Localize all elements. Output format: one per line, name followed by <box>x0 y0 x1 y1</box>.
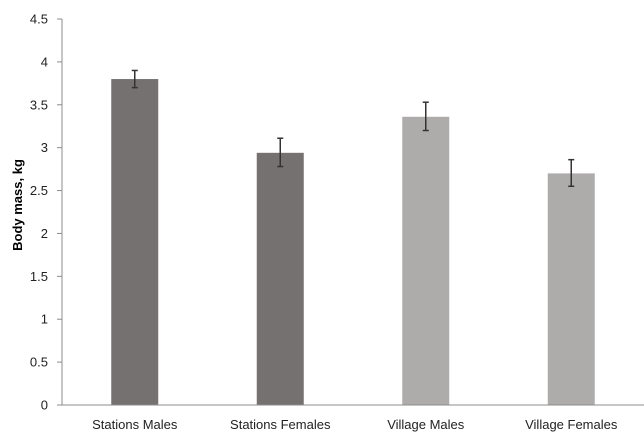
y-tick-label: 0 <box>41 398 48 413</box>
y-tick-label: 0.5 <box>30 355 48 370</box>
y-tick-label: 2 <box>41 226 48 241</box>
bar <box>111 79 159 406</box>
error-bars <box>131 69 575 188</box>
bar <box>402 116 450 405</box>
x-axis: Stations Males Stations Females Village Ma… <box>62 404 644 432</box>
y-tick-label: 1 <box>41 312 48 327</box>
y-axis-label: Body mass, kg <box>10 159 25 251</box>
y-tick-label: 3.5 <box>30 97 48 112</box>
y-tick-label: 4.5 <box>30 12 48 27</box>
y-tick-label: 1.5 <box>30 269 48 284</box>
x-tick-label: Stations Males <box>92 417 178 432</box>
y-tick-label: 3 <box>41 140 48 155</box>
y-tick-label: 2.5 <box>30 183 48 198</box>
bars <box>111 79 595 406</box>
y-axis: 0 0.5 1 1.5 2 2.5 3 3.5 4 4.5 <box>30 12 63 413</box>
x-tick-label: Stations Females <box>230 417 331 432</box>
bar <box>256 152 304 405</box>
x-tick-label: Village Females <box>525 417 618 432</box>
y-tick-label: 4 <box>41 54 48 69</box>
bar <box>547 173 595 405</box>
x-tick-label: Village Males <box>387 417 465 432</box>
